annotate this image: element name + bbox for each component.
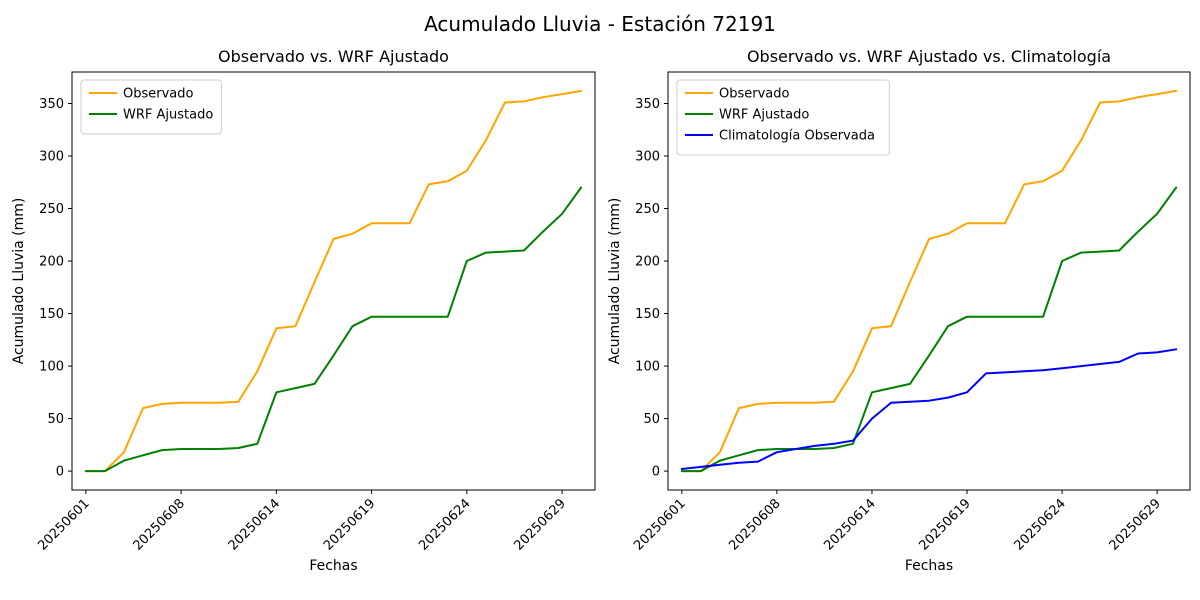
series-line-wrf-ajustado (84, 186, 583, 473)
y-tick-label: 100 (39, 360, 64, 375)
x-tick-label: 20250608 (726, 496, 783, 553)
x-tick-label: 20250614 (226, 496, 283, 553)
x-tick-label: 20250601 (631, 496, 688, 553)
legend-label: WRF Ajustado (719, 108, 809, 123)
legend-label: WRF Ajustado (123, 108, 213, 123)
x-axis-label: Fechas (905, 558, 953, 574)
plot-title: Observado vs. WRF Ajustado (218, 47, 449, 66)
y-axis-label: Acumulado Lluvia (mm) (11, 198, 27, 365)
legend: Observado WRF Ajustado Climatología Observ… (676, 79, 890, 156)
y-tick-label: 150 (635, 307, 660, 322)
x-tick-label: 20250629 (1107, 496, 1164, 553)
figure-suptitle: Acumulado Lluvia - Estación 72191 (424, 12, 776, 36)
x-tick-label: 20250608 (131, 496, 188, 553)
y-tick-label: 250 (39, 202, 64, 217)
legend-box (676, 79, 890, 156)
legend: Observado WRF Ajustado (80, 79, 222, 135)
x-tick-label: 20250629 (512, 496, 569, 553)
y-tick-label: 50 (643, 412, 660, 427)
y-tick-label: 350 (635, 97, 660, 112)
axes-spines (71, 71, 596, 491)
series-line-wrf-ajustado (680, 186, 1178, 473)
y-tick-label: 0 (56, 465, 64, 480)
x-tick-label: 20250624 (416, 496, 473, 553)
y-tick-label: 0 (652, 465, 660, 480)
series-line-observado (84, 89, 583, 473)
x-tick-label: 20250601 (35, 496, 92, 553)
x-tick-label: 20250619 (321, 496, 378, 553)
plot-observado-vs-wrf: 0 50 100 150 200 250 300 350 20250601 20250608 202… (11, 47, 596, 574)
y-tick-label: 200 (635, 255, 660, 270)
y-tick-label: 350 (39, 97, 64, 112)
axes-spines (667, 71, 1191, 491)
plot-title: Observado vs. WRF Ajustado vs. Climatolo… (747, 47, 1111, 66)
x-tick-label: 20250624 (1012, 496, 1069, 553)
x-tick-label: 20250614 (821, 496, 878, 553)
series-line-climatolog-a-observada (680, 348, 1178, 470)
y-tick-label: 250 (635, 202, 660, 217)
legend-label: Observado (719, 87, 790, 102)
y-tick-label: 200 (39, 255, 64, 270)
y-tick-label: 100 (635, 360, 660, 375)
y-tick-label: 300 (39, 150, 64, 165)
y-axis-label: Acumulado Lluvia (mm) (607, 198, 623, 365)
y-tick-label: 300 (635, 150, 660, 165)
x-tick-label: 20250619 (916, 496, 973, 553)
legend-label: Climatología Observada (719, 129, 875, 144)
y-tick-label: 50 (47, 412, 64, 427)
series-line-observado (680, 89, 1178, 473)
plot-observado-vs-wrf-vs-climatologia: 0 50 100 150 200 250 300 350 20250601 20250608 202… (607, 47, 1191, 574)
legend-label: Observado (123, 87, 194, 102)
x-axis-label: Fechas (309, 558, 357, 574)
y-tick-label: 150 (39, 307, 64, 322)
